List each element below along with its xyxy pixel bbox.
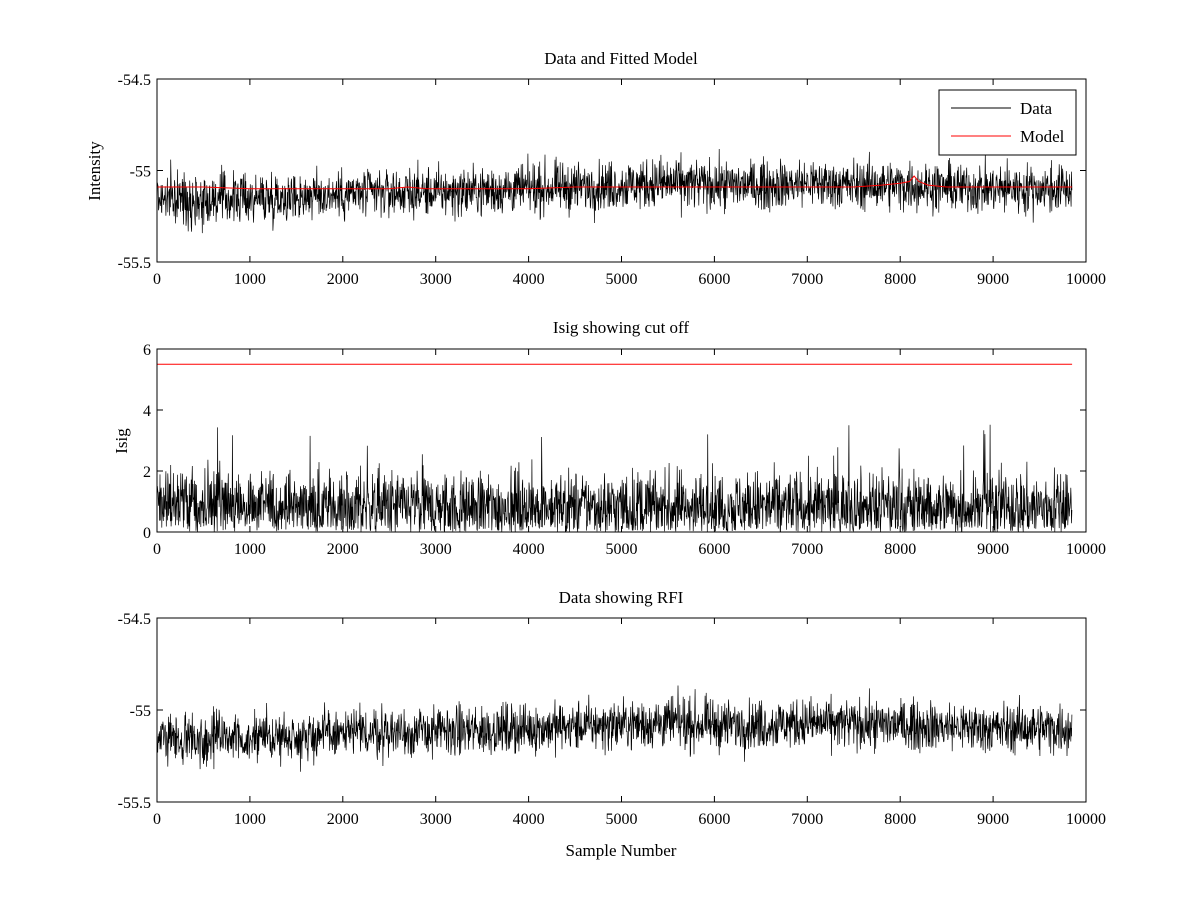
panel-3-ytick-label: -55.5 [118, 795, 151, 812]
panel-3-xtick-label: 2000 [327, 811, 359, 828]
panel-1-series-model-line [157, 175, 1073, 190]
panel-2-xtick-label: 8000 [884, 541, 916, 558]
panel-1-xtick-label: 10000 [1066, 271, 1106, 288]
panel-2-xtick-label: 6000 [698, 541, 730, 558]
panel-3-xtick-label: 6000 [698, 811, 730, 828]
panel-1-xtick-label: 4000 [513, 271, 545, 288]
panel-1-ylabel: Intensity [85, 141, 104, 201]
panel-2-series-layer [157, 363, 1073, 532]
panel-3-xtick-label: 0 [153, 811, 161, 828]
panel-1-title: Data and Fitted Model [544, 49, 698, 68]
panel-3-xtick-label: 10000 [1066, 811, 1106, 828]
panel-3-xtick-label: 9000 [977, 811, 1009, 828]
panel-2-title: Isig showing cut off [553, 318, 689, 337]
panel-1-xtick-label: 1000 [234, 271, 266, 288]
panel-2-ytick-label: 0 [143, 525, 151, 542]
panel-data-rfi: Data showing RFI 0 1000 2000 3000 4000 5000 60… [118, 588, 1106, 860]
legend: Data Model [938, 89, 1077, 156]
panel-isig: Isig showing cut off Isig 0 1000 2000 3000 4… [112, 318, 1106, 558]
legend-box [938, 89, 1077, 156]
panel-2-xtick-label: 7000 [791, 541, 823, 558]
panel-2-ticks: 0 1000 2000 3000 4000 5000 6000 7000 8000 9000 100… [143, 342, 1106, 558]
panel-1-xtick-label: 6000 [698, 271, 730, 288]
panel-3-ticks: 0 1000 2000 3000 4000 5000 6000 7000 8000 9000 100… [118, 611, 1106, 828]
panel-data-and-model: Data and Fitted Model Intensity 0 1000 200… [85, 49, 1106, 288]
panel-1-xtick-label: 2000 [327, 271, 359, 288]
panel-1-xtick-label: 7000 [791, 271, 823, 288]
panel-1-ytick-label: -55.5 [118, 255, 151, 272]
panel-3-xtick-label: 8000 [884, 811, 916, 828]
legend-model-label: Model [1020, 127, 1065, 146]
panel-3-series-trace-line [157, 685, 1073, 772]
panel-1-series-data-line [157, 148, 1073, 234]
panel-1-xtick-label: 9000 [977, 271, 1009, 288]
panel-3-title: Data showing RFI [559, 588, 684, 607]
panel-2-xtick-label: 3000 [420, 541, 452, 558]
panel-2-xtick-label: 4000 [513, 541, 545, 558]
panel-3-xtick-label: 1000 [234, 811, 266, 828]
panel-1-xtick-label: 8000 [884, 271, 916, 288]
panel-1-series-layer [157, 148, 1073, 234]
panel-2-ytick-label: 2 [143, 464, 151, 481]
panel-1-ytick-label: -55 [130, 164, 151, 181]
panel-3-xlabel: Sample Number [566, 841, 677, 860]
panel-3-ytick-label: -55 [130, 703, 151, 720]
panel-3-xtick-label: 3000 [420, 811, 452, 828]
panel-1-xtick-label: 3000 [420, 271, 452, 288]
panel-2-xtick-label: 10000 [1066, 541, 1106, 558]
panel-2-xtick-label: 9000 [977, 541, 1009, 558]
panel-2-xtick-label: 1000 [234, 541, 266, 558]
panel-3-ytick-label: -54.5 [118, 611, 151, 628]
panel-2-xtick-label: 0 [153, 541, 161, 558]
legend-data-label: Data [1020, 99, 1053, 118]
panel-2-ytick-label: 4 [143, 403, 151, 420]
panel-3-xtick-label: 5000 [606, 811, 638, 828]
panel-3-series-layer [157, 685, 1073, 772]
panel-1-ticks: 0 1000 2000 3000 4000 5000 6000 7000 8000 9000 100… [118, 72, 1106, 288]
panel-1-xtick-label: 5000 [606, 271, 638, 288]
panel-2-ylabel: Isig [112, 428, 131, 454]
panel-1-ytick-label: -54.5 [118, 72, 151, 89]
panel-2-ytick-label: 6 [143, 342, 151, 359]
panel-3-xtick-label: 7000 [791, 811, 823, 828]
panel-2-xtick-label: 2000 [327, 541, 359, 558]
panel-2-series-trace-line [157, 424, 1073, 532]
panel-3-xtick-label: 4000 [513, 811, 545, 828]
panel-1-xtick-label: 0 [153, 271, 161, 288]
panel-2-xtick-label: 5000 [606, 541, 638, 558]
